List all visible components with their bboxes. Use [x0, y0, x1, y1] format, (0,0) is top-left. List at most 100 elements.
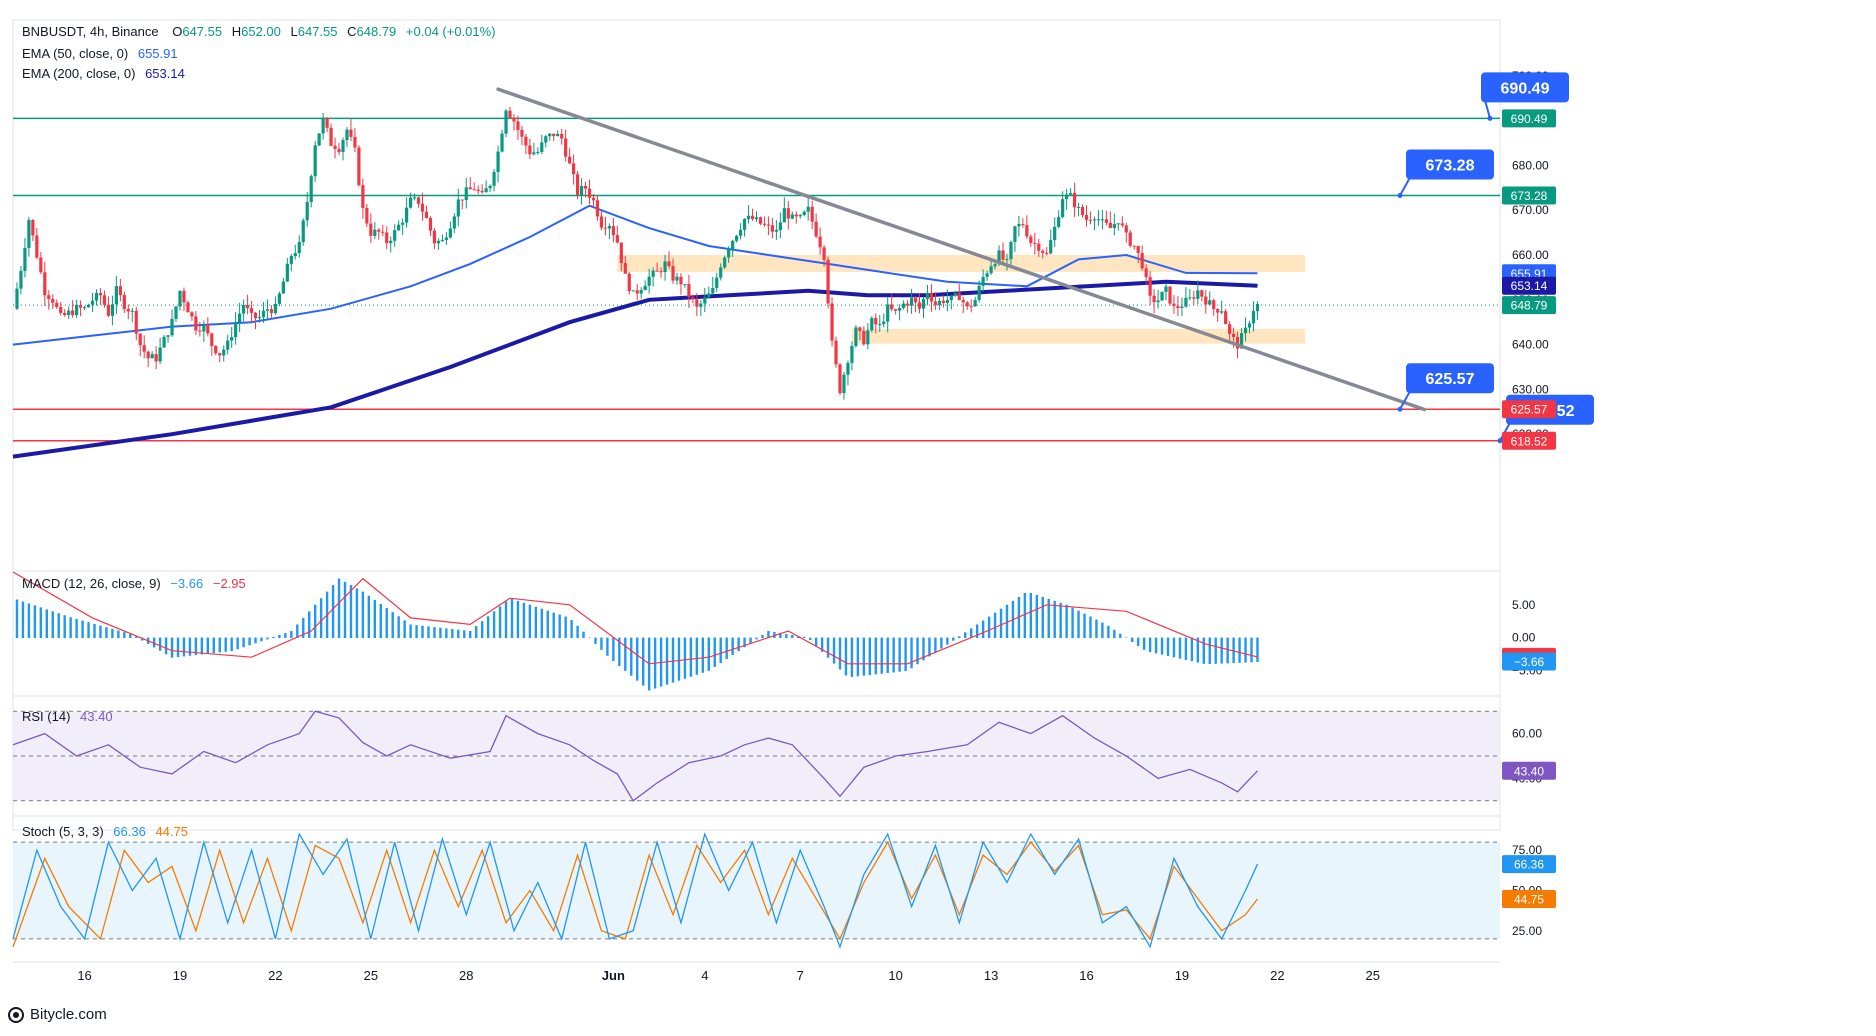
candle-body[interactable] [949, 295, 953, 301]
level-callout-box[interactable] [1406, 149, 1494, 180]
candle-body[interactable] [317, 133, 321, 146]
candle-body[interactable] [806, 206, 810, 212]
ema200-legend[interactable]: EMA (200, close, 0) 653.14 [22, 66, 185, 81]
candle-body[interactable] [953, 292, 957, 296]
candle-body[interactable] [337, 148, 341, 153]
candle-body[interactable] [758, 217, 763, 224]
candle-body[interactable] [1216, 309, 1220, 313]
candle-body[interactable] [313, 145, 317, 177]
candle-body[interactable] [830, 303, 834, 341]
candle-body[interactable] [929, 292, 934, 302]
candle-body[interactable] [293, 253, 297, 257]
candle-body[interactable] [261, 310, 266, 318]
candle-body[interactable] [86, 304, 91, 308]
candle-body[interactable] [794, 214, 798, 217]
candle-body[interactable] [719, 267, 723, 278]
candle-body[interactable] [786, 208, 790, 219]
candle-body[interactable] [882, 321, 886, 325]
candle-body[interactable] [1076, 206, 1081, 208]
candle-body[interactable] [15, 288, 19, 309]
candle-body[interactable] [635, 290, 639, 294]
candle-body[interactable] [492, 171, 496, 186]
candle-body[interactable] [94, 293, 99, 301]
candle-body[interactable] [408, 197, 413, 208]
candle-body[interactable] [866, 330, 870, 345]
candle-body[interactable] [389, 240, 393, 244]
candle-body[interactable] [377, 229, 381, 232]
candle-body[interactable] [202, 324, 206, 332]
rsi-line[interactable] [12, 710, 1258, 802]
candle-body[interactable] [126, 308, 130, 312]
candle-body[interactable] [31, 219, 35, 236]
candle-body[interactable] [118, 286, 122, 296]
descending-trendline[interactable] [496, 87, 1427, 412]
candle-body[interactable] [1025, 225, 1029, 237]
candle-body[interactable] [822, 247, 826, 260]
brand-footer[interactable]: Bitycle.com [8, 1006, 107, 1023]
candle-body[interactable] [579, 185, 584, 195]
candle-body[interactable] [369, 223, 373, 236]
candle-body[interactable] [242, 305, 246, 314]
candle-body[interactable] [909, 297, 914, 306]
candle-body[interactable] [886, 304, 890, 322]
candle-body[interactable] [1017, 224, 1021, 227]
candle-body[interactable] [790, 214, 794, 219]
candle-body[interactable] [222, 349, 226, 356]
candle-body[interactable] [575, 174, 580, 195]
stoch-k-line[interactable] [12, 832, 1259, 949]
candle-body[interactable] [114, 286, 118, 305]
stoch-legend[interactable]: Stoch (5, 3, 3) 66.36 44.75 [22, 824, 188, 839]
candle-body[interactable] [890, 304, 894, 310]
candle-body[interactable] [82, 307, 87, 309]
candle-body[interactable] [47, 295, 51, 300]
candle-body[interactable] [365, 207, 369, 224]
candle-body[interactable] [564, 138, 568, 157]
candle-body[interactable] [321, 118, 325, 134]
candle-body[interactable] [448, 228, 452, 238]
candle-body[interactable] [1013, 226, 1017, 242]
candle-body[interactable] [245, 305, 250, 309]
candle-body[interactable] [1088, 219, 1093, 221]
candle-body[interactable] [1212, 300, 1216, 310]
candle-body[interactable] [257, 317, 262, 319]
candle-body[interactable] [738, 229, 743, 236]
candle-body[interactable] [961, 300, 965, 303]
candle-body[interactable] [973, 299, 977, 307]
candle-body[interactable] [754, 217, 759, 220]
candle-body[interactable] [1235, 337, 1240, 349]
candle-body[interactable] [536, 151, 540, 153]
candle-body[interactable] [560, 134, 564, 139]
candle-body[interactable] [838, 364, 842, 394]
candle-body[interactable] [341, 140, 345, 153]
candle-body[interactable] [917, 302, 922, 309]
candle-body[interactable] [1096, 219, 1101, 221]
candle-body[interactable] [464, 187, 468, 201]
candle-body[interactable] [373, 229, 377, 236]
candle-body[interactable] [512, 117, 516, 122]
candle-body[interactable] [540, 142, 544, 152]
candle-body[interactable] [663, 261, 667, 273]
candle-body[interactable] [198, 330, 202, 332]
candle-body[interactable] [695, 299, 699, 307]
ema200-line[interactable] [12, 279, 1258, 459]
candle-body[interactable] [778, 222, 782, 231]
candle-body[interactable] [230, 337, 234, 341]
candle-body[interactable] [210, 333, 214, 346]
candle-body[interactable] [1065, 194, 1069, 200]
candle-body[interactable] [1164, 286, 1168, 292]
candle-body[interactable] [925, 292, 930, 300]
candle-body[interactable] [218, 353, 222, 356]
candle-body[interactable] [671, 266, 675, 281]
candle-body[interactable] [683, 284, 687, 286]
candle-body[interactable] [1005, 259, 1009, 261]
candle-body[interactable] [1243, 327, 1248, 334]
candle-body[interactable] [289, 256, 293, 264]
candle-body[interactable] [727, 249, 731, 258]
candle-body[interactable] [472, 189, 476, 191]
candle-body[interactable] [51, 299, 55, 303]
candle-body[interactable] [762, 223, 767, 225]
candle-body[interactable] [1232, 333, 1236, 338]
candle-body[interactable] [234, 322, 238, 338]
candle-body[interactable] [174, 306, 178, 319]
candle-body[interactable] [1220, 311, 1224, 313]
